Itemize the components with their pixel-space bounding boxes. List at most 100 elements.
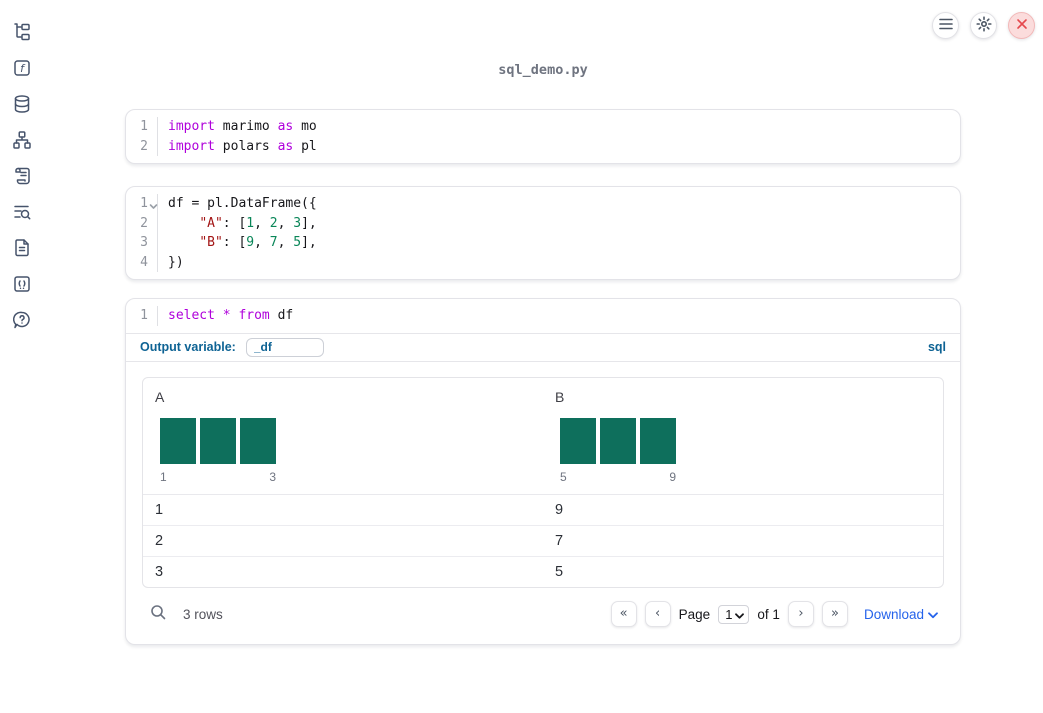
column-name: A — [155, 388, 165, 405]
notebook-title: sql_demo.py — [498, 62, 588, 78]
code-text: df = pl.DataFrame({ — [168, 196, 317, 211]
table-cell: 1 — [155, 501, 164, 518]
page-total: of 1 — [757, 606, 780, 622]
histogram-bar — [240, 417, 276, 464]
search-button[interactable] — [148, 604, 168, 624]
code-line[interactable]: 2 import polars as pl — [126, 136, 960, 156]
page-number-select[interactable]: 1 — [718, 604, 750, 624]
code-cell-dataframe[interactable]: 1 df = pl.DataFrame({2 "A": [1, 2, 3], 3 "… — [125, 186, 961, 280]
shutdown-button[interactable] — [1008, 12, 1035, 39]
code-line[interactable]: 1 import marimo as mo — [126, 117, 960, 137]
table-cell: 2 — [155, 532, 164, 549]
table-footer: 3 rows « ‹ Page 1 of 1 › » — [142, 597, 944, 632]
language-badge[interactable]: sql — [927, 340, 946, 354]
code-line[interactable]: 2 "A": [1, 2, 3], — [126, 213, 960, 233]
sql-editor[interactable]: 1 select * from df — [126, 299, 960, 333]
code-snippet-icon — [12, 274, 32, 297]
row-count: 3 rows — [183, 606, 223, 622]
column-name: B — [555, 388, 565, 405]
chevron-down-icon — [735, 607, 745, 622]
workflow-icon — [12, 130, 32, 153]
table-cell: 7 — [555, 532, 564, 549]
help-bubble-icon — [12, 310, 32, 333]
histogram-bar — [600, 417, 636, 464]
gear-icon — [975, 16, 992, 35]
download-button[interactable]: Download — [864, 607, 938, 622]
table-cell: 9 — [555, 501, 564, 518]
search-icon — [150, 604, 167, 624]
line-number: 4 — [126, 252, 158, 272]
sidebar: f — [0, 0, 44, 713]
table-cell: 5 — [555, 563, 564, 580]
code-line[interactable]: 3 "B": [9, 7, 5], — [126, 233, 960, 253]
code-text: }) — [168, 254, 184, 270]
code-text: select * from df — [168, 308, 294, 323]
chevron-down-icon — [928, 607, 938, 622]
sidebar-item-variables[interactable]: f — [12, 59, 32, 79]
document-icon — [12, 238, 32, 261]
sql-cell[interactable]: 1 select * from df Output variable: sql A… — [125, 298, 961, 645]
line-number: 2 — [126, 136, 158, 156]
code-line[interactable]: 1 df = pl.DataFrame({ — [126, 194, 960, 214]
code-text: "A": [1, 2, 3], — [199, 215, 317, 231]
file-tree-icon — [12, 22, 32, 45]
code-editor[interactable]: 1 df = pl.DataFrame({2 "A": [1, 2, 3], 3 "… — [126, 187, 960, 279]
download-label: Download — [863, 606, 924, 622]
output-variable-label: Output variable: — [140, 340, 236, 354]
code-line[interactable]: 4}) — [126, 252, 960, 272]
code-editor[interactable]: 1 import marimo as mo 2 import polars as pl — [126, 110, 960, 163]
sidebar-item-scratchpad[interactable] — [12, 203, 32, 223]
menu-button[interactable] — [932, 12, 959, 39]
sql-cell-toolbar: Output variable: sql — [126, 332, 960, 362]
list-search-icon — [12, 202, 32, 225]
line-number: 1 — [126, 306, 158, 326]
histogram-bar — [200, 417, 236, 464]
hamburger-icon — [938, 18, 953, 33]
database-icon — [12, 94, 32, 117]
sidebar-item-dependency-graph[interactable] — [12, 130, 32, 153]
code-text: import marimo as mo — [168, 119, 317, 134]
line-number: 2 — [126, 213, 158, 233]
notebook-area: sql_demo.py 1 import marimo as mo 2 import … — [125, 0, 961, 645]
last-page-button[interactable]: » — [821, 601, 848, 627]
settings-button[interactable] — [970, 12, 997, 39]
line-number: 3 — [126, 233, 158, 253]
code-line[interactable]: 1 select * from df — [126, 306, 960, 326]
histogram-bar — [640, 417, 676, 464]
sidebar-item-documentation[interactable] — [12, 238, 32, 261]
window-controls — [932, 12, 1035, 39]
function-icon: f — [12, 58, 32, 81]
code-cell-imports[interactable]: 1 import marimo as mo 2 import polars as pl — [125, 109, 961, 164]
line-number: 1 — [126, 117, 158, 137]
page-number-value: 1 — [725, 606, 733, 622]
output-variable-input[interactable] — [245, 337, 324, 357]
code-text: import polars as pl — [168, 138, 317, 154]
sidebar-item-snippets[interactable] — [12, 275, 32, 295]
sidebar-item-datasources[interactable] — [12, 94, 32, 117]
sidebar-item-help[interactable] — [12, 311, 32, 331]
code-text: "B": [9, 7, 5], — [199, 235, 317, 250]
first-page-button[interactable]: « — [610, 601, 637, 627]
line-number: 1 — [126, 194, 158, 214]
sidebar-item-logs[interactable] — [12, 167, 32, 187]
table-cell: 3 — [155, 563, 164, 580]
sidebar-item-file-explorer[interactable] — [12, 22, 32, 45]
fold-chevron-icon[interactable] — [149, 198, 158, 209]
close-x-icon — [1016, 18, 1028, 33]
page-label: Page — [678, 606, 711, 622]
next-page-button[interactable]: › — [787, 601, 814, 627]
prev-page-button[interactable]: ‹ — [644, 601, 671, 627]
histogram-bar — [560, 417, 596, 464]
